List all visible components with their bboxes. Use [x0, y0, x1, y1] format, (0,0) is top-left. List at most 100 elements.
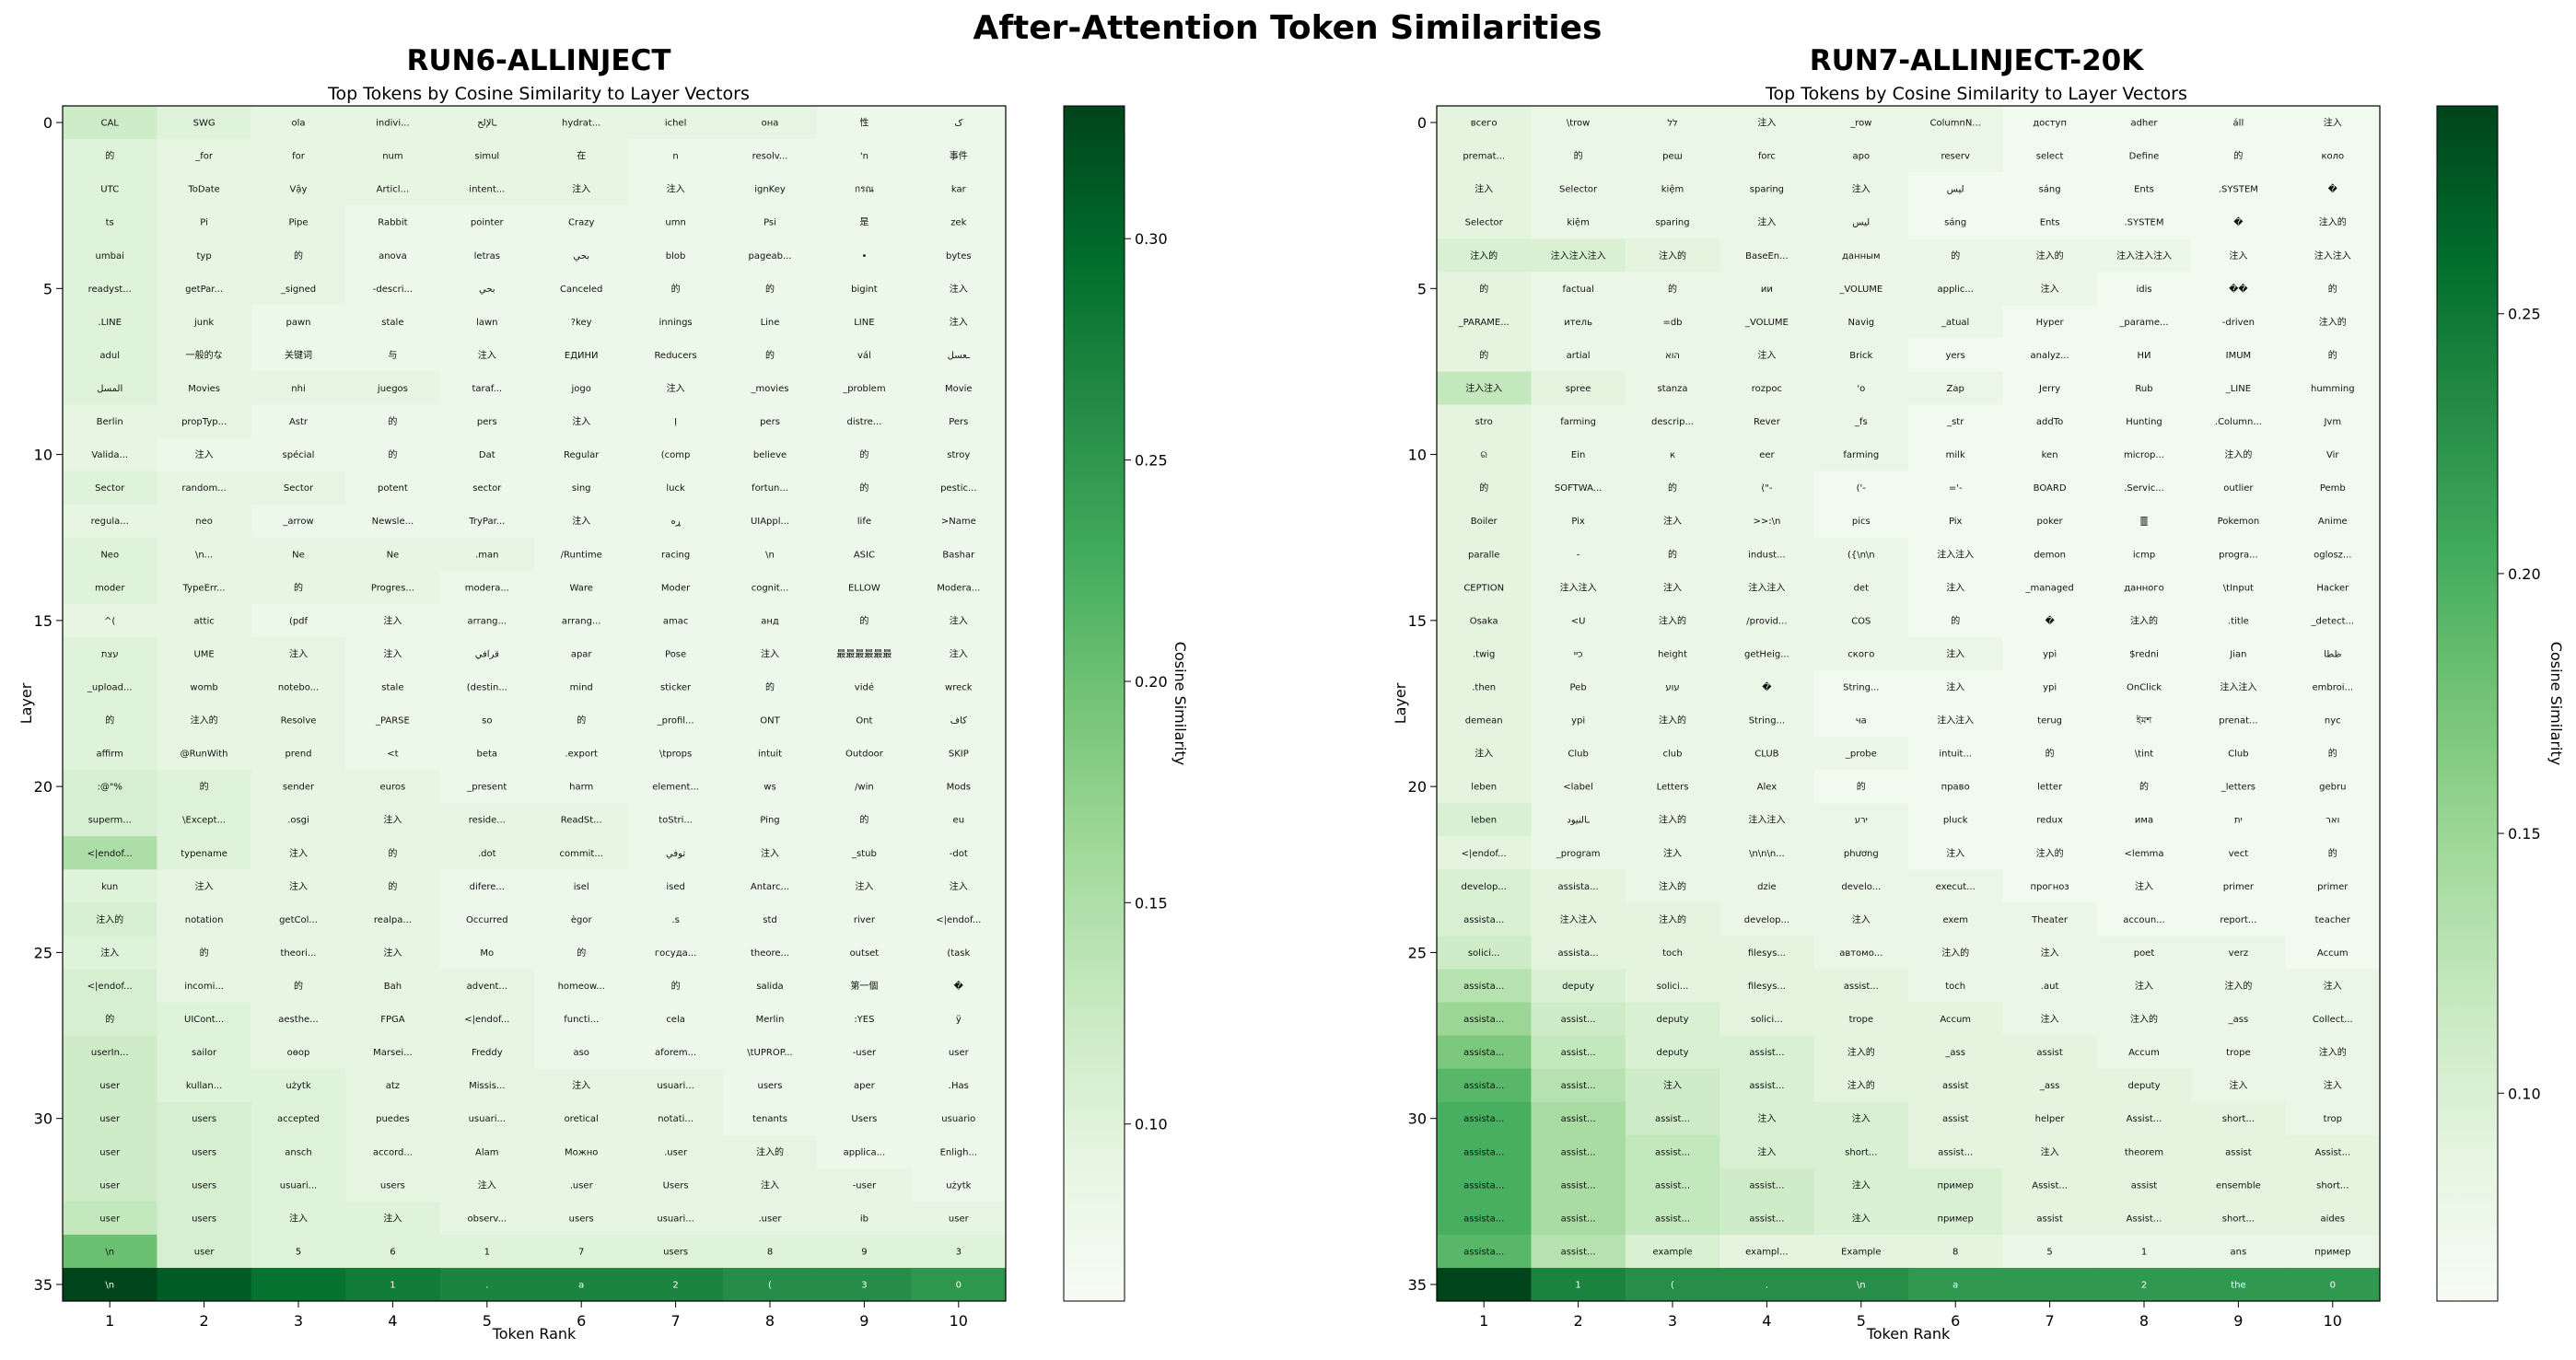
cell-token-label: accoun... [2123, 915, 2164, 925]
cell-token-label: 的 [1479, 482, 1488, 494]
heatmap-cell [911, 1267, 1007, 1302]
heatmap-cell [63, 770, 157, 804]
cell-token-label: 的 [577, 715, 586, 726]
heatmap-cell [534, 139, 629, 173]
cell-token-label: yers [1945, 351, 1964, 361]
cell-token-label: 5 [2046, 1247, 2052, 1257]
heatmap-cell [1813, 172, 1909, 206]
cell-token-label: getHeig... [1744, 649, 1789, 659]
colorbar-tick-label: 0.30 [1135, 230, 1168, 248]
heatmap-cell [251, 869, 346, 903]
cell-token-label: توفي [666, 849, 685, 859]
heatmap-cell [1908, 1168, 2003, 1203]
heatmap-cell [534, 1002, 629, 1037]
heatmap-cell [722, 1134, 818, 1169]
cell-token-label: user [99, 1180, 121, 1191]
heatmap-cell [2285, 1201, 2381, 1236]
panel-run6: RUN6-ALLINJECT Top Tokens by Cosine Simi… [17, 44, 1189, 1343]
heatmap-cell [2285, 869, 2381, 903]
heatmap-cell [628, 902, 724, 936]
cell-token-label: CLUB [1754, 750, 1778, 760]
heatmap-cell [534, 669, 629, 704]
cell-token-label: 7 [578, 1247, 584, 1257]
heatmap-cell [157, 272, 252, 306]
cell-token-label: 注入 [2041, 1145, 2059, 1157]
cell-token-label: 注入的 [1847, 1079, 1875, 1091]
cell-token-label: Assist... [2032, 1180, 2068, 1191]
cell-token-label: regula... [91, 517, 129, 527]
heatmap-cell [157, 404, 252, 439]
heatmap-cell [628, 1234, 724, 1269]
heatmap-cell [1437, 1267, 1532, 1302]
cell-token-label: short... [2316, 1180, 2349, 1191]
cell-token-label: ର [1480, 450, 1487, 460]
heatmap-cell [1813, 1134, 1909, 1169]
heatmap-cell [911, 803, 1007, 837]
heatmap-cell [251, 504, 346, 539]
cell-token-label: 的 [2328, 283, 2337, 295]
cell-token-label: -dot [950, 849, 968, 859]
cell-token-label: 注入 [289, 1212, 308, 1224]
x-tick-label: 6 [577, 1312, 586, 1330]
cell-token-label: 8 [767, 1247, 773, 1257]
heatmap-cell [2191, 737, 2287, 771]
cell-token-label: _fs [1854, 417, 1868, 427]
heatmap-cell [911, 703, 1007, 738]
heatmap-cell [1908, 603, 2003, 638]
heatmap-cell [1719, 305, 1815, 339]
heatmap-cell [722, 338, 818, 372]
cell-token-label: 事件 [950, 150, 968, 162]
cell-token-label: SWG [193, 119, 216, 129]
x-tick-label: 3 [1668, 1312, 1677, 1330]
cell-token-label: ypi [2043, 682, 2057, 692]
heatmap-cell [251, 205, 346, 239]
heatmap-cell [534, 902, 629, 936]
heatmap-cells: всего \trow לל 注入 _row ColumnN... доступ adher á… [1437, 106, 2381, 1302]
heatmap-cell [2096, 172, 2192, 206]
heatmap-cell [1908, 471, 2003, 506]
heatmap-cell [2285, 272, 2381, 306]
x-tick-label: 1 [105, 1312, 114, 1330]
cell-token-label: LINE [854, 318, 874, 328]
cell-token-label: .man [475, 550, 498, 560]
heatmap-cell [911, 205, 1007, 239]
cell-token-label: artial [1567, 351, 1591, 361]
cell-token-label: 注入注入注入 [1551, 250, 1606, 262]
heatmap-cell [2191, 238, 2287, 273]
heatmap-cell [1908, 836, 2003, 870]
cell-token-label: assist... [1655, 1214, 1690, 1224]
cell-token-label: ـالإلح [477, 119, 497, 129]
cell-token-label: addTo [2036, 417, 2063, 427]
heatmap-cell [1719, 504, 1815, 539]
cell-token-label: ignKey [754, 185, 786, 195]
heatmap-cell [1437, 902, 1532, 936]
colorbar-tick-label: 0.10 [2508, 1085, 2541, 1102]
cell-token-label: 注入 [2041, 1013, 2059, 1025]
heatmap-cell [1813, 1267, 1909, 1302]
heatmap-cell [722, 1267, 818, 1302]
cell-token-label: \tInput [2223, 583, 2254, 593]
heatmap-cell [251, 902, 346, 936]
cell-token-label: mind [570, 682, 593, 692]
cell-token-label: pointer [471, 218, 505, 228]
cell-token-label: Bashar [942, 550, 975, 560]
heatmap-cell [2285, 969, 2381, 1003]
heatmap-cell [1813, 404, 1909, 439]
cell-token-label: stroy [947, 450, 970, 460]
cell-token-label: club [1663, 750, 1683, 760]
cell-token-label: 注入的 [2130, 1013, 2158, 1025]
cell-token-label: getCol... [279, 915, 318, 925]
y-tick-label: 30 [34, 1110, 52, 1128]
heatmap-cell [439, 437, 535, 472]
heatmap-cell [2096, 669, 2192, 704]
cell-token-label: ib [860, 1214, 868, 1224]
heatmap-cell [439, 803, 535, 837]
heatmap-cell [157, 1068, 252, 1103]
cell-token-label: - [1577, 550, 1580, 560]
heatmap-cell [911, 570, 1007, 605]
cell-token-label: . [1766, 1280, 1768, 1290]
cell-token-label: ـالنيود [1567, 816, 1591, 826]
cell-token-label: helper [2035, 1114, 2066, 1124]
cell-token-label: det [1854, 583, 1870, 593]
cell-token-label: _ass [2228, 1015, 2249, 1025]
